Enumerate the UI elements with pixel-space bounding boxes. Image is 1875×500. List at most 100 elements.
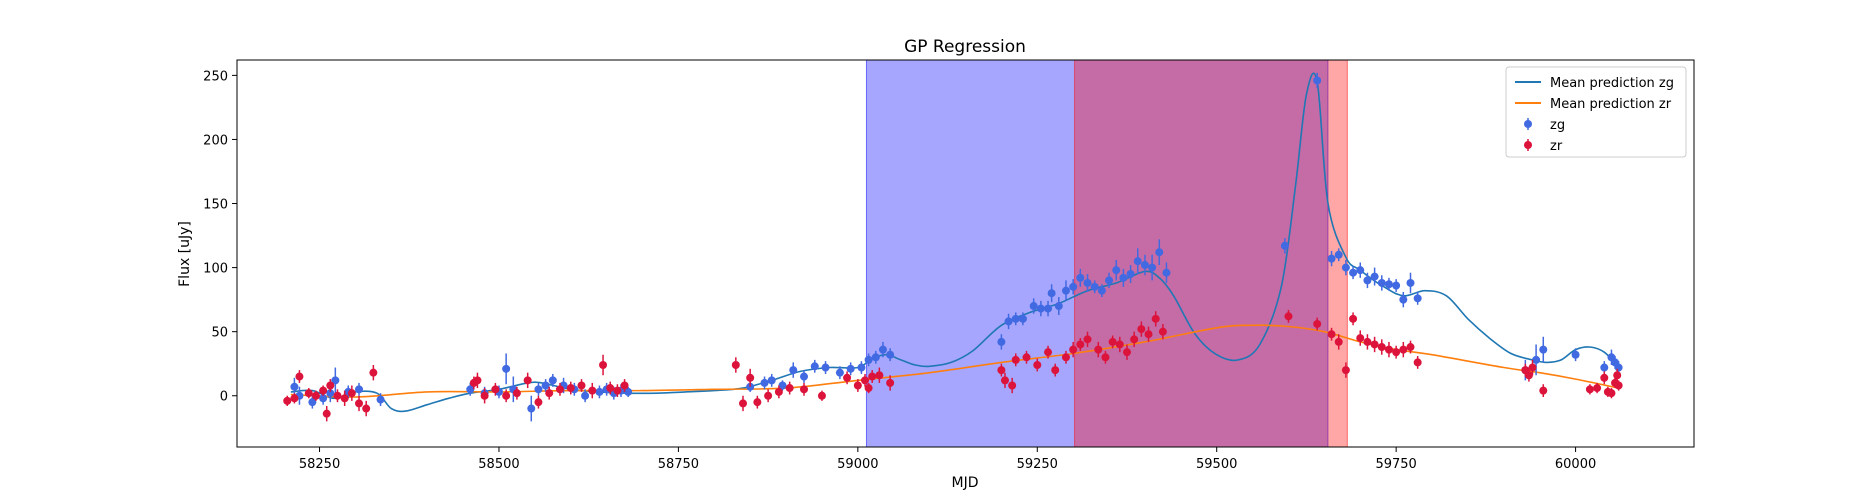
zg-data-point <box>789 362 798 378</box>
zr-data-point <box>1399 341 1408 358</box>
zr-data-point <box>491 382 500 396</box>
zr-data-point <box>333 389 342 403</box>
zr-data-point <box>1613 368 1622 382</box>
zr-data-point <box>1151 311 1160 327</box>
zg-data-point <box>1105 272 1114 289</box>
zg-data-point <box>1047 284 1056 303</box>
zr-data-point <box>362 400 371 417</box>
zr-data-point <box>868 370 877 383</box>
zr-data-point <box>875 367 884 383</box>
zg-data-point <box>1370 267 1379 286</box>
zr-data-point <box>319 385 328 396</box>
zr-data-point <box>1363 334 1372 350</box>
zr-window-span <box>1074 59 1348 448</box>
mean-prediction-zg-line <box>290 72 1620 413</box>
zg-data-point <box>355 382 364 396</box>
zr-data-point <box>311 390 320 401</box>
zg-data-point <box>1140 254 1149 276</box>
zr-data-point <box>739 395 748 412</box>
y-tick-label: 100 <box>203 262 228 277</box>
zg-data-point <box>1384 277 1393 291</box>
y-tick-label: 150 <box>203 198 228 213</box>
zr-data-point <box>555 382 564 396</box>
legend-entry-zg: zg <box>1524 118 1565 133</box>
x-tick-label: 58250 <box>299 457 340 472</box>
zr-data-point <box>1284 309 1293 323</box>
zr-data-point <box>997 363 1006 377</box>
zr-data-point <box>843 371 852 385</box>
zg-data-point <box>1069 279 1078 295</box>
x-tick-label: 59000 <box>837 457 878 472</box>
zr-data-point <box>1334 334 1343 350</box>
zr-data-point <box>1585 384 1594 395</box>
x-tick-label: 58750 <box>658 457 699 472</box>
zg-data-point <box>864 353 873 367</box>
zg-data-point <box>290 377 299 396</box>
legend: Mean prediction zg Mean prediction zr zg zr <box>1505 66 1687 158</box>
zg-data-point <box>846 362 855 376</box>
zg-data-point <box>376 393 385 406</box>
zr-data-point <box>1137 321 1146 337</box>
zr-data-point <box>746 368 755 387</box>
zg-data-point <box>1413 291 1422 305</box>
zg-data-point <box>541 379 550 392</box>
y-tick-label: 200 <box>203 133 228 148</box>
zg-data-point <box>1044 300 1053 317</box>
zr-data-point <box>1033 358 1042 372</box>
zr-data-point <box>1607 388 1616 399</box>
zg-data-point <box>466 382 475 396</box>
zr-data-point <box>1083 331 1092 348</box>
zr-data-point <box>502 389 511 403</box>
legend-entry-mean-prediction-zr: Mean prediction zr <box>1515 97 1672 112</box>
zg-data-point <box>767 373 776 387</box>
zr-data-point <box>620 379 629 392</box>
zr-data-point <box>1600 371 1609 385</box>
zr-data-point <box>817 390 826 401</box>
zg-data-point <box>1392 279 1401 292</box>
zr-data-point <box>1356 330 1365 346</box>
zg-data-point <box>1148 254 1157 281</box>
legend-marker-swatch <box>1524 120 1532 128</box>
zr-data-point <box>1327 327 1336 341</box>
zg-data-point <box>1532 344 1541 376</box>
zr-data-point <box>340 390 349 406</box>
zg-data-point <box>527 395 536 422</box>
zg-data-point <box>1356 262 1365 278</box>
zr-data-point <box>764 389 773 403</box>
legend-label: zg <box>1550 118 1565 133</box>
zg-data-point <box>624 386 633 398</box>
zg-data-point <box>857 361 866 374</box>
zg-data-point <box>331 367 340 394</box>
zr-data-point <box>1061 350 1070 364</box>
zg-data-point <box>1018 312 1027 326</box>
zr-data-point <box>480 388 489 404</box>
zg-data-point <box>1327 250 1336 267</box>
zg-data-point <box>886 348 895 362</box>
legend-entry-mean-prediction-zg: Mean prediction zg <box>1515 76 1674 91</box>
axes-frame <box>236 59 1695 448</box>
legend-label: Mean prediction zg <box>1550 76 1674 91</box>
zr-data-point <box>304 388 313 399</box>
zr-data-point <box>800 382 809 396</box>
zr-data-point <box>295 370 304 383</box>
zg-data-point <box>1363 272 1372 289</box>
zg-data-point <box>1133 248 1142 275</box>
zg-data-point <box>1377 275 1386 291</box>
zr-data-point <box>1022 350 1031 364</box>
zg-data-point <box>1061 280 1070 301</box>
zr-data-point <box>322 405 331 422</box>
zr-data-point <box>512 386 521 400</box>
zr-data-point <box>523 372 532 389</box>
y-tick-label: 50 <box>211 326 228 341</box>
zr-data-point <box>355 395 364 412</box>
y-tick-label: 0 <box>220 390 228 405</box>
x-axis-label: MJD <box>952 475 979 491</box>
x-tick-label: 58500 <box>478 457 519 472</box>
zg-window-span <box>865 59 1329 448</box>
zr-data-point <box>731 357 740 373</box>
zg-data-point <box>1076 268 1085 287</box>
zg-data-point <box>502 353 511 385</box>
zr-data-point <box>290 393 299 404</box>
zr-data-point <box>1130 331 1139 348</box>
